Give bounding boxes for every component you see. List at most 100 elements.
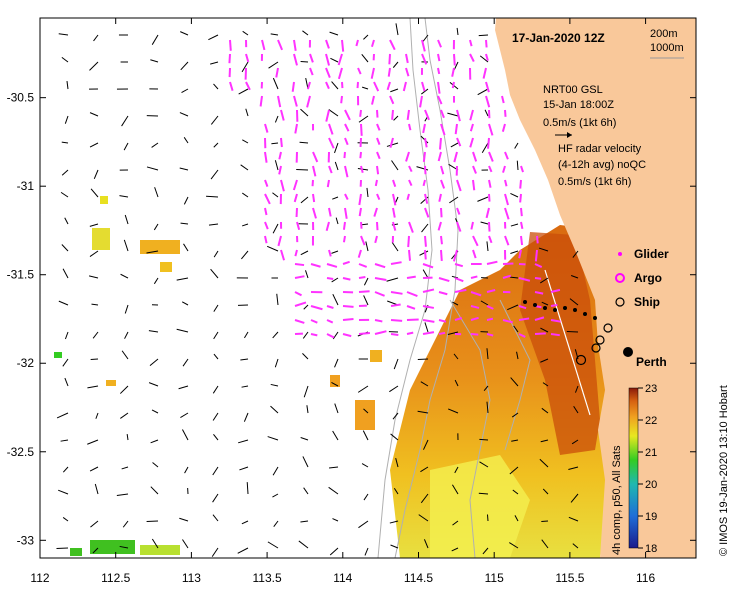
gsl-vector — [89, 61, 99, 71]
gsl-vector — [240, 164, 249, 171]
gsl-vector — [453, 353, 459, 360]
radar-vector — [422, 331, 435, 335]
radar-vector — [344, 207, 348, 219]
gsl-vector — [89, 250, 99, 257]
gsl-vector — [151, 34, 159, 45]
gsl-vector — [212, 385, 219, 394]
gsl-vector — [183, 243, 189, 252]
gsl-vector — [58, 489, 69, 495]
gsl-vector — [390, 544, 399, 549]
radar-vector — [264, 235, 268, 244]
radar-vector — [534, 249, 538, 262]
radar-vector — [342, 235, 346, 243]
gsl-vector — [241, 250, 249, 260]
gsl-vector — [566, 330, 579, 333]
gsl-vector — [213, 142, 219, 148]
gsl-vector — [395, 457, 399, 468]
radar-vector — [419, 95, 423, 108]
radar-vector — [408, 165, 413, 173]
gsl-vector — [122, 520, 129, 528]
gsl-vector — [124, 331, 129, 339]
radar-vector — [296, 221, 301, 231]
gsl-vector — [329, 31, 339, 36]
gsl-vector — [572, 543, 579, 549]
gsl-vector — [479, 438, 489, 441]
radar-vector — [486, 289, 496, 293]
gsl-vector — [64, 115, 69, 124]
gsl-vector — [89, 466, 99, 472]
radar-vector — [312, 207, 317, 219]
gsl-vector — [511, 439, 519, 442]
gsl-vector — [540, 439, 549, 443]
radar-vector — [294, 301, 307, 307]
radar-vector — [518, 277, 531, 282]
gsl-vector — [272, 466, 279, 476]
gsl-vector — [540, 277, 549, 284]
gsl-vector — [150, 486, 159, 495]
gsl-vector — [116, 493, 129, 497]
radar-vector — [438, 319, 447, 323]
radar-vector — [485, 39, 488, 48]
radar-vector — [325, 109, 330, 122]
gsl-vector — [150, 59, 159, 63]
gsl-vector — [210, 61, 219, 65]
gsl-vector — [331, 277, 339, 283]
radar-vector — [391, 109, 394, 120]
gsl-vector — [182, 358, 189, 367]
sst-yellow-core — [430, 455, 530, 558]
gsl-vector — [123, 239, 129, 252]
radar-vector — [485, 95, 491, 108]
radar-vector — [422, 305, 435, 309]
radar-vector — [422, 151, 426, 162]
radar-vector — [440, 179, 446, 189]
gsl-vector — [87, 385, 99, 389]
radar-vector — [389, 39, 396, 51]
radar-vector — [406, 193, 410, 201]
gsl-vector — [124, 304, 129, 314]
gsl-vector — [238, 88, 249, 95]
radar-vector — [390, 319, 403, 322]
radar-vector — [264, 221, 269, 230]
gsl-vector — [389, 520, 399, 524]
gsl-vector — [89, 223, 99, 227]
gsl-vector — [179, 517, 189, 522]
gsl-vector — [182, 539, 189, 549]
radar-vector — [326, 319, 334, 324]
gsl-vector — [93, 34, 99, 42]
gsl-vector — [211, 547, 219, 557]
ship-markers — [575, 323, 613, 366]
gsl-vector — [180, 61, 189, 71]
radar-vector — [424, 207, 430, 218]
gsl-vector — [274, 115, 279, 123]
gsl-vector — [363, 408, 369, 414]
radar-vector — [386, 81, 391, 91]
radar-vector — [456, 207, 461, 215]
radar-vector — [340, 95, 343, 104]
gsl-vector — [61, 169, 69, 176]
gsl-vector — [246, 482, 249, 495]
radar-vector — [325, 81, 330, 90]
gsl-vector — [123, 142, 129, 151]
radar-vector — [294, 249, 298, 257]
radar-vector — [520, 235, 524, 246]
radar-vector — [264, 151, 268, 163]
radar-vector — [422, 319, 435, 323]
gsl-vector — [153, 223, 159, 231]
gsl-vector — [120, 273, 129, 279]
gsl-vector — [357, 167, 369, 171]
gsl-vector — [511, 412, 519, 418]
radar-vector — [519, 193, 522, 203]
gsl-vector — [332, 196, 339, 200]
gsl-vector — [572, 250, 579, 258]
gsl-vector — [302, 353, 309, 360]
radar-vector — [310, 305, 323, 311]
radar-vector — [373, 81, 380, 92]
gsl-vector — [393, 115, 399, 121]
radar-vector — [326, 263, 338, 268]
radar-vector — [376, 137, 381, 145]
radar-vector — [536, 235, 539, 244]
gsl-vector — [363, 277, 369, 286]
gsl-vector — [386, 277, 399, 282]
gsl-vector — [420, 493, 429, 504]
radar-vector — [359, 151, 362, 159]
